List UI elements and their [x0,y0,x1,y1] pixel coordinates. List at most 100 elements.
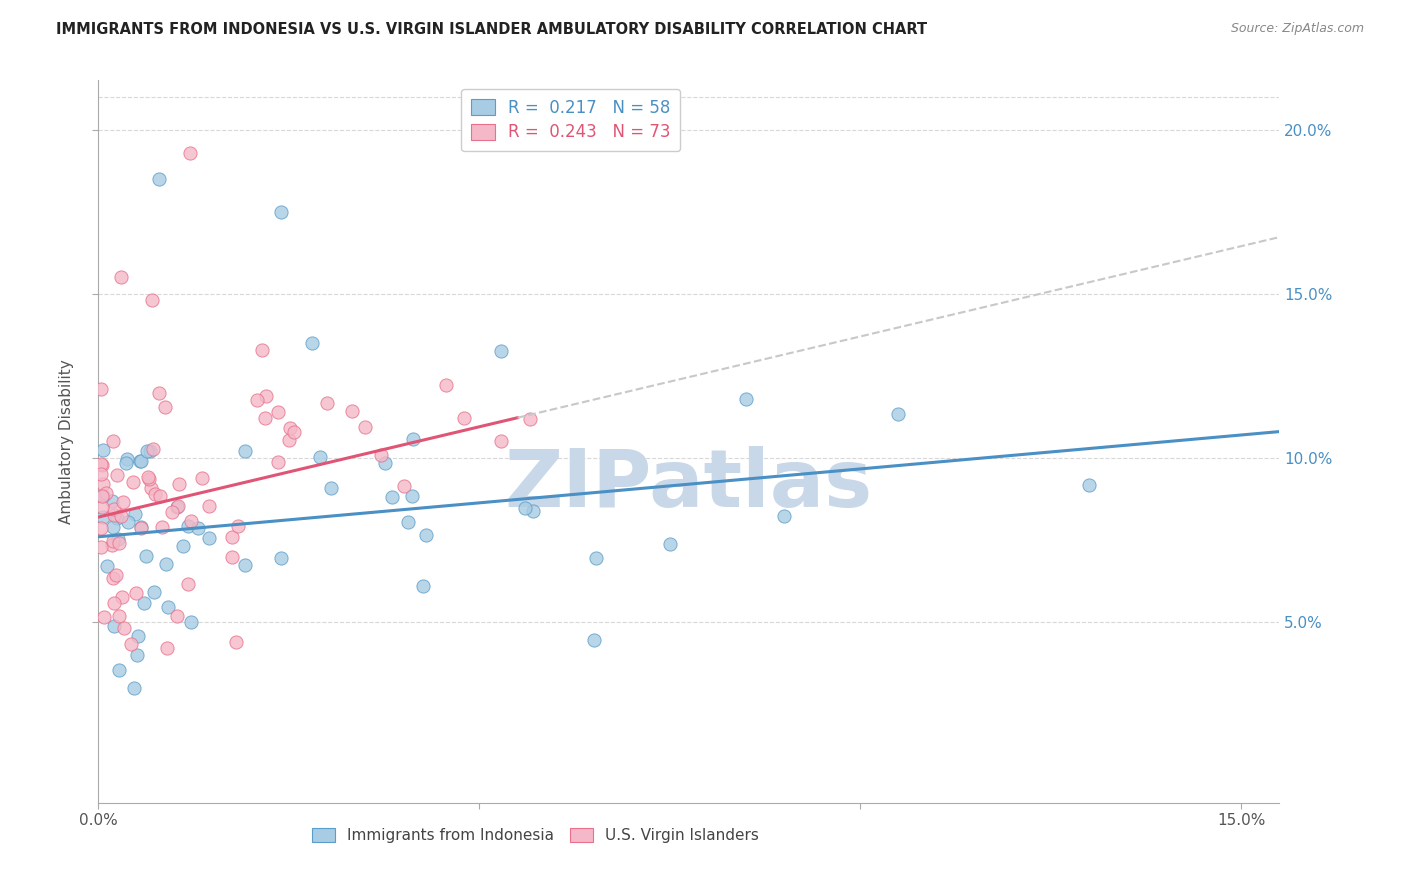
Point [103,596,125,610]
Point [132,597,155,611]
Point [773,508,796,523]
Point [107,533,129,547]
Point [135,549,157,564]
Point [374,456,396,470]
Point [735,392,758,406]
Point [103,534,125,549]
Point [519,412,541,426]
Point [453,410,475,425]
Point [148,386,170,401]
Point [319,481,342,495]
Point [226,519,249,533]
Point [270,551,292,566]
Point [101,520,124,534]
Point [143,584,166,599]
Point [91,489,114,503]
Point [145,487,167,501]
Point [122,681,145,695]
Point [396,515,419,529]
Point [1078,478,1101,492]
Point [176,519,198,533]
Point [221,550,243,565]
Point [104,567,127,582]
Point [142,442,165,457]
Point [179,145,201,160]
Point [270,204,292,219]
Point [148,171,170,186]
Point [124,507,146,521]
Point [129,520,152,534]
Point [267,405,290,419]
Point [110,508,132,523]
Point [90,467,112,482]
Point [156,640,179,655]
Point [246,393,269,408]
Point [108,609,131,624]
Point [582,632,605,647]
Point [105,467,128,482]
Point [415,528,437,542]
Point [340,404,363,418]
Point [489,434,512,448]
Point [129,454,152,468]
Y-axis label: Ambulatory Disability: Ambulatory Disability [59,359,75,524]
Point [101,494,124,508]
Point [90,382,112,396]
Point [187,521,209,535]
Point [887,407,910,421]
Point [93,609,115,624]
Point [122,475,145,489]
Point [278,421,301,435]
Point [354,419,377,434]
Point [221,530,243,544]
Point [585,550,607,565]
Point [136,470,159,484]
Point [90,540,112,554]
Point [103,619,125,633]
Point [253,411,276,425]
Point [401,489,423,503]
Point [316,396,339,410]
Point [283,425,305,439]
Point [125,586,148,600]
Point [658,537,681,551]
Point [101,571,124,585]
Point [150,520,173,534]
Point [198,499,221,513]
Point [91,476,114,491]
Point [254,389,277,403]
Point [491,343,513,358]
Point [155,557,177,571]
Point [108,663,131,677]
Point [96,486,118,500]
Point [120,637,142,651]
Point [135,444,157,458]
Point [91,458,114,472]
Point [153,401,176,415]
Point [115,457,138,471]
Point [434,378,457,392]
Point [103,501,125,516]
Point [90,500,112,515]
Point [149,489,172,503]
Point [277,433,299,447]
Point [370,448,392,462]
Point [513,501,536,516]
Point [91,489,114,503]
Point [392,479,415,493]
Point [180,515,202,529]
Point [111,590,134,604]
Point [233,443,256,458]
Point [252,343,274,358]
Point [180,615,202,629]
Point [198,531,221,545]
Point [110,270,132,285]
Point [129,521,152,535]
Point [103,508,125,523]
Point [225,635,247,649]
Point [308,450,330,464]
Point [115,452,138,467]
Point [107,511,129,525]
Point [100,538,122,552]
Point [108,536,131,550]
